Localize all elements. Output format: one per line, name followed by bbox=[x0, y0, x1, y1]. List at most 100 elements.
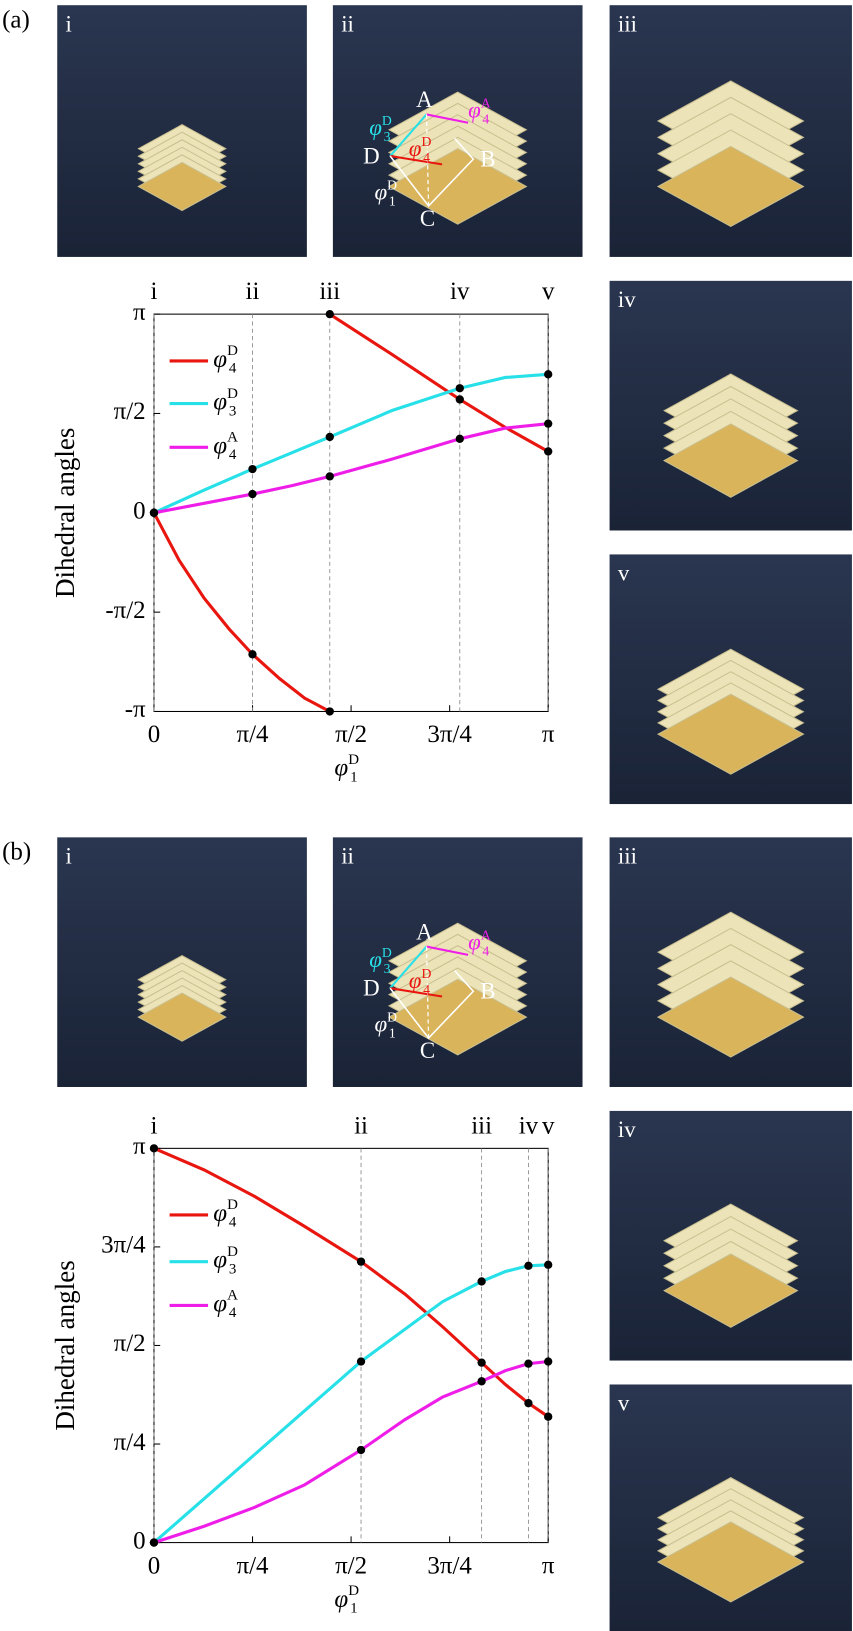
stage-point bbox=[248, 465, 256, 473]
legend-label: φD4 bbox=[213, 1198, 238, 1231]
symbol: φ bbox=[213, 1200, 227, 1227]
x-tick-label: π/4 bbox=[237, 1552, 270, 1579]
symbol: φ bbox=[409, 968, 422, 993]
stage-label: iv bbox=[450, 278, 470, 305]
x-axis-label: φD1 bbox=[334, 1584, 359, 1617]
page-body: {"chart_data": [ {"type": "line", "y_lab… bbox=[0, 0, 853, 1631]
stage-point bbox=[248, 650, 256, 658]
symbol: φ bbox=[334, 1586, 348, 1613]
superscript: D bbox=[348, 1584, 359, 1600]
symbol: φ bbox=[369, 947, 382, 972]
subscript: 1 bbox=[350, 770, 357, 786]
stage-point bbox=[326, 472, 334, 480]
series-line bbox=[154, 1362, 548, 1543]
symbol: φ bbox=[213, 346, 227, 373]
photo-label: i bbox=[66, 843, 72, 868]
stage-label: ii bbox=[246, 278, 260, 305]
superscript: D bbox=[227, 1198, 238, 1214]
stage-point bbox=[326, 433, 334, 441]
legend-label: φD 3 bbox=[213, 1244, 238, 1277]
photo-label: v bbox=[618, 1391, 630, 1416]
x-tick-label: 3π/4 bbox=[427, 721, 472, 748]
symbol: φ bbox=[213, 432, 227, 459]
x-tick-label: 3π/4 bbox=[427, 1552, 472, 1579]
stage-point bbox=[150, 509, 158, 517]
page: html, body { margin: 0; padding: 0; back… bbox=[0, 0, 853, 1631]
point-label: D bbox=[363, 976, 380, 1001]
photo-label: iii bbox=[618, 11, 637, 36]
x-tick-label: π bbox=[542, 1552, 555, 1579]
y-tick-label: 0 bbox=[133, 498, 145, 525]
superscript: D bbox=[348, 752, 359, 768]
stage-point bbox=[524, 1399, 532, 1407]
symbol: φ bbox=[213, 388, 227, 415]
subscript: 4 bbox=[229, 361, 237, 377]
angle-label: φA4 bbox=[468, 95, 491, 126]
point-label: B bbox=[480, 979, 495, 1004]
symbol: φ bbox=[369, 115, 382, 140]
legend-label: φA4 bbox=[213, 1288, 238, 1321]
stage-point bbox=[150, 1144, 158, 1152]
subscript: 3 bbox=[229, 1262, 236, 1278]
superscript: D bbox=[421, 966, 431, 981]
stage-label: v bbox=[542, 278, 555, 305]
angle-label: φD1 bbox=[374, 1010, 397, 1041]
stage-point bbox=[544, 1261, 552, 1269]
symbol: φ bbox=[213, 1246, 227, 1273]
point-label: C bbox=[420, 206, 435, 231]
stage-point bbox=[326, 310, 334, 318]
plot-frame bbox=[154, 314, 548, 711]
y-tick-label: π/2 bbox=[114, 398, 146, 425]
stage-point bbox=[524, 1262, 532, 1270]
y-axis-label: Dihedral angles bbox=[50, 428, 80, 598]
superscript: D bbox=[227, 344, 238, 360]
stage-point bbox=[544, 447, 552, 455]
photo-label: ii bbox=[341, 843, 354, 868]
photo-label: iii bbox=[618, 843, 637, 868]
stage-point bbox=[357, 1446, 365, 1454]
stage-label: iv bbox=[519, 1112, 539, 1139]
y-tick-label: -π/2 bbox=[105, 597, 145, 624]
stage-point bbox=[326, 707, 334, 715]
superscript: A bbox=[227, 430, 238, 446]
photo-label: iv bbox=[618, 287, 636, 312]
stage-label: i bbox=[151, 1112, 158, 1139]
stage-point bbox=[524, 1359, 532, 1367]
stage-label: i bbox=[151, 278, 158, 305]
photo-label: i bbox=[66, 11, 72, 36]
x-tick-label: π bbox=[542, 721, 555, 748]
y-tick-label: π bbox=[133, 1133, 146, 1160]
y-tick-label: -π bbox=[125, 696, 146, 723]
subscript: 4 bbox=[423, 150, 430, 165]
symbol: φ bbox=[468, 930, 481, 955]
stage-label: v bbox=[542, 1112, 555, 1139]
photo-label: iv bbox=[618, 1117, 636, 1142]
stage-label: iii bbox=[319, 278, 340, 305]
y-tick-label: π/4 bbox=[114, 1429, 147, 1456]
stage-point bbox=[477, 1377, 485, 1385]
stage-point bbox=[544, 1357, 552, 1365]
superscript: D bbox=[387, 1010, 397, 1025]
x-tick-label: 0 bbox=[148, 721, 160, 748]
figure: (a)iiiiiiivvABCDφD3φD4φD1φA4(b)iiiiiiivv… bbox=[0, 0, 853, 1631]
subscript: 4 bbox=[423, 982, 430, 997]
stage-point bbox=[456, 384, 464, 392]
stage-point bbox=[357, 1357, 365, 1365]
x-tick-label: π/2 bbox=[335, 1552, 367, 1579]
stage-point bbox=[456, 395, 464, 403]
subscript: 1 bbox=[389, 1026, 396, 1041]
x-tick-label: π/4 bbox=[237, 721, 270, 748]
panel-label: (b) bbox=[2, 839, 31, 866]
stage-point bbox=[544, 370, 552, 378]
y-tick-label: π/2 bbox=[114, 1330, 146, 1357]
photo-label: ii bbox=[341, 11, 354, 36]
subscript: 4 bbox=[229, 447, 237, 463]
superscript: A bbox=[227, 1288, 238, 1304]
series-line bbox=[154, 314, 548, 711]
superscript: D bbox=[227, 1244, 238, 1260]
y-tick-label: 0 bbox=[133, 1527, 145, 1554]
stage-point bbox=[544, 1413, 552, 1421]
